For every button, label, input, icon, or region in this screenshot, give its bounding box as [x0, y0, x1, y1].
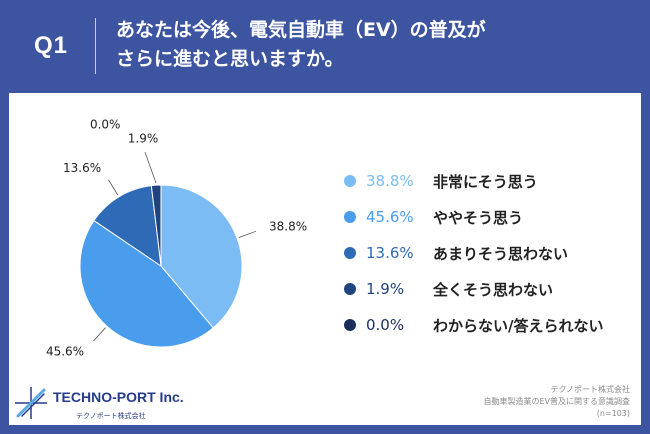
legend-item-5: 0.0% わからない/答えられない [344, 307, 603, 343]
logo-mark-icon [15, 387, 47, 419]
source-line-3: (n=103) [596, 409, 630, 418]
legend-label-4: 全くそう思わない [433, 280, 554, 299]
pie-slice-2 [79, 219, 214, 348]
header-divider [95, 18, 96, 74]
header: Q1 あなたは今後、電気自動車（EV）の普及が さらに進むと思いますか。 [0, 0, 650, 93]
pie-chart: 38.8% 45.6% 13.6% 1.9% 0.0% [46, 118, 307, 359]
question-line-1: あなたは今後、電気自動車（EV）の普及が [116, 19, 486, 41]
chart-panel: 38.8% 45.6% 13.6% 1.9% 0.0% 38.8% 非常にそう思う 45.6… [9, 93, 641, 425]
logo-subtitle: テクノポート株式会社 [76, 412, 146, 420]
pie-slice-1 [160, 184, 243, 329]
pie-slice-4 [150, 184, 162, 267]
legend-swatch-1 [344, 175, 356, 187]
legend-value-3: 13.6% [366, 244, 414, 262]
data-label-1: 38.8% [269, 219, 307, 233]
source-note: テクノポート株式会社 自動車製造業のEV普及に関する意識調査 (n=103) [483, 384, 630, 420]
question-text: あなたは今後、電気自動車（EV）の普及が さらに進むと思いますか。 [116, 16, 486, 74]
legend-label-2: ややそう思う [433, 208, 524, 227]
legend-item-4: 1.9% 全くそう思わない [344, 271, 553, 307]
pie-slice-3 [93, 185, 162, 268]
legend-swatch-3 [344, 247, 356, 259]
legend-value-5: 0.0% [366, 316, 405, 334]
leader-line-1 [238, 230, 256, 238]
leader-line-4 [144, 151, 157, 184]
legend-swatch-4 [344, 283, 356, 295]
legend-value-1: 38.8% [366, 172, 414, 190]
legend-item-3: 13.6% あまりそう思わない [344, 235, 568, 271]
legend-label-1: 非常にそう思う [433, 172, 538, 191]
legend-item-1: 38.8% 非常にそう思う [344, 163, 538, 199]
legend-label-5: わからない/答えられない [433, 316, 604, 335]
source-line-2: 自動車製造業のEV普及に関する意識調査 [483, 397, 630, 406]
legend-swatch-5 [344, 319, 356, 331]
question-line-2: さらに進むと思いますか。 [116, 48, 344, 70]
data-label-3: 13.6% [63, 161, 101, 175]
question-number: Q1 [34, 32, 69, 59]
legend-item-2: 45.6% ややそう思う [344, 199, 523, 235]
leader-line-2 [93, 327, 106, 342]
legend-value-2: 45.6% [366, 208, 414, 226]
data-label-4: 1.9% [128, 131, 159, 145]
leader-line-3 [108, 179, 119, 196]
legend-swatch-2 [344, 211, 356, 223]
legend-value-4: 1.9% [366, 280, 405, 298]
legend-label-3: あまりそう思わない [433, 244, 569, 263]
logo-name: TECHNO-PORT Inc. [53, 389, 184, 405]
company-logo: TECHNO-PORT Inc. テクノポート株式会社 [14, 386, 194, 426]
legend: 38.8% 非常にそう思う 45.6% ややそう思う 13.6% あまりそう思わない 1.9… [344, 163, 603, 343]
data-label-5: 0.0% [90, 118, 121, 132]
data-label-2: 45.6% [46, 344, 84, 358]
source-line-1: テクノポート株式会社 [550, 385, 630, 394]
